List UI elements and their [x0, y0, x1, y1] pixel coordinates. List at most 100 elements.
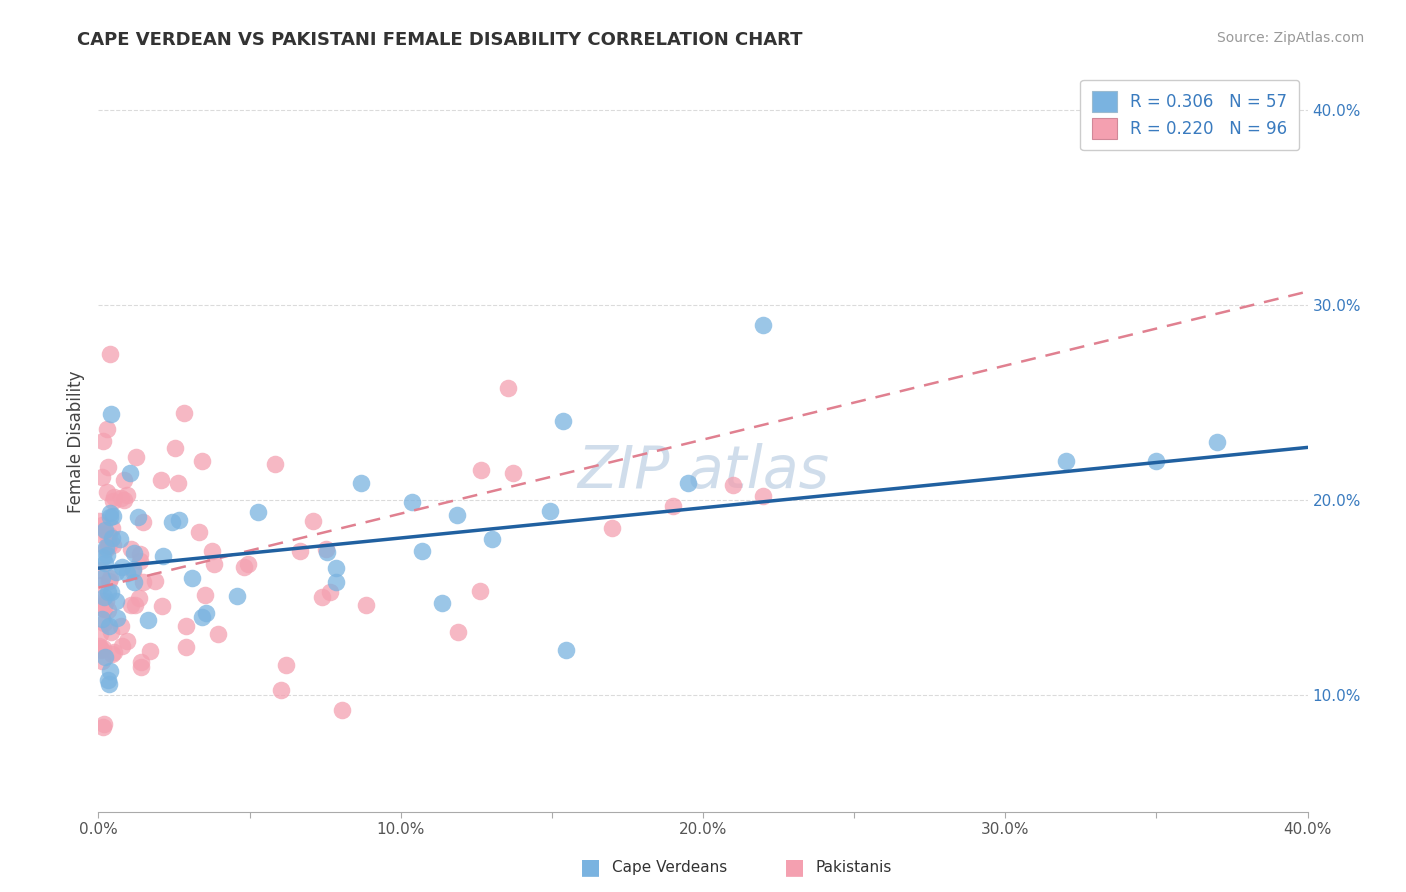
- Point: [325, 574, 347, 589]
- Point: [91, 654, 114, 668]
- Point: [481, 532, 503, 546]
- Point: [112, 473, 135, 487]
- Point: [553, 414, 575, 428]
- Point: [498, 381, 520, 395]
- Y-axis label: Female Disability: Female Disability: [66, 370, 84, 513]
- Point: [110, 619, 132, 633]
- Point: [502, 466, 524, 480]
- Point: [131, 575, 153, 590]
- Point: [91, 517, 114, 532]
- Point: [93, 590, 115, 604]
- Point: [91, 594, 114, 608]
- Point: [163, 441, 186, 455]
- Point: [89, 626, 111, 640]
- Point: [131, 659, 153, 673]
- Point: [202, 557, 225, 571]
- Point: [97, 460, 120, 475]
- Point: [112, 493, 135, 508]
- Point: [120, 598, 142, 612]
- Point: [302, 514, 325, 528]
- Point: [174, 640, 197, 655]
- Point: [122, 575, 145, 590]
- Point: [270, 682, 292, 697]
- Point: [430, 596, 453, 610]
- Point: [194, 606, 217, 620]
- Point: [555, 643, 578, 657]
- Point: [90, 470, 112, 484]
- Point: [349, 475, 371, 490]
- Point: [288, 543, 311, 558]
- Point: [97, 673, 120, 687]
- Point: [104, 594, 127, 608]
- Point: [98, 571, 121, 585]
- Point: [139, 644, 162, 658]
- Point: [90, 643, 112, 657]
- Point: [160, 515, 183, 529]
- Point: [90, 577, 112, 591]
- Point: [201, 543, 224, 558]
- Point: [127, 510, 149, 524]
- Point: [91, 434, 114, 448]
- Text: ■: ■: [785, 857, 804, 877]
- Point: [678, 476, 700, 491]
- Point: [94, 593, 117, 607]
- Point: [181, 571, 204, 585]
- Point: [143, 574, 166, 588]
- Point: [169, 513, 191, 527]
- Text: ■: ■: [581, 857, 600, 877]
- Point: [316, 545, 339, 559]
- Point: [91, 720, 114, 734]
- Point: [122, 546, 145, 560]
- Point: [247, 505, 270, 519]
- Point: [190, 453, 212, 467]
- Point: [723, 478, 745, 492]
- Point: [1054, 454, 1077, 468]
- Point: [97, 539, 120, 553]
- Point: [100, 347, 122, 361]
- Point: [1206, 434, 1229, 449]
- Point: [100, 531, 122, 545]
- Point: [98, 619, 121, 633]
- Point: [98, 506, 121, 520]
- Point: [100, 624, 122, 639]
- Point: [129, 554, 152, 568]
- Point: [752, 318, 775, 332]
- Point: [110, 532, 132, 546]
- Point: [752, 489, 775, 503]
- Point: [128, 591, 150, 605]
- Point: [274, 658, 297, 673]
- Point: [87, 640, 110, 655]
- Point: [96, 422, 118, 436]
- Point: [401, 494, 423, 508]
- Point: [330, 703, 353, 717]
- Point: [89, 639, 111, 653]
- Point: [319, 584, 342, 599]
- Point: [93, 616, 115, 631]
- Text: Cape Verdeans: Cape Verdeans: [612, 860, 727, 874]
- Point: [97, 677, 120, 691]
- Point: [100, 521, 122, 535]
- Point: [96, 548, 118, 562]
- Point: [122, 562, 145, 576]
- Point: [94, 541, 117, 556]
- Point: [136, 613, 159, 627]
- Point: [90, 641, 112, 656]
- Point: [115, 566, 138, 580]
- Point: [132, 515, 155, 529]
- Point: [103, 490, 125, 504]
- Point: [190, 610, 212, 624]
- Point: [188, 524, 211, 539]
- Point: [602, 520, 624, 534]
- Point: [354, 598, 377, 612]
- Point: [111, 639, 134, 653]
- Point: [91, 641, 114, 656]
- Point: [110, 491, 132, 506]
- Point: [538, 504, 561, 518]
- Point: [105, 611, 128, 625]
- Point: [470, 463, 492, 477]
- Point: [446, 508, 468, 522]
- Point: [96, 484, 118, 499]
- Point: [105, 565, 128, 579]
- Point: [315, 542, 337, 557]
- Point: [150, 473, 173, 487]
